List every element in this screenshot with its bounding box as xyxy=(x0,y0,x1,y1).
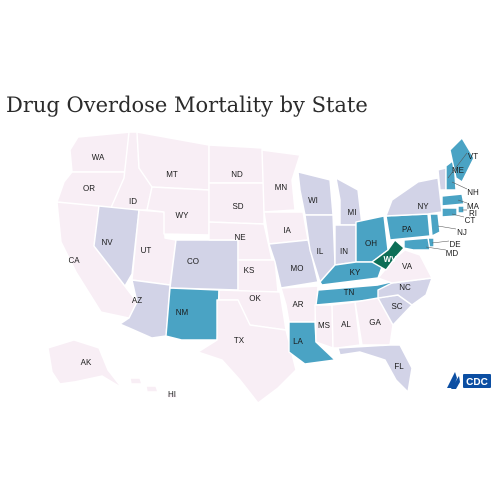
state-label-al: AL xyxy=(341,320,351,329)
leader-line-nj xyxy=(437,225,457,230)
state-label-nm: NM xyxy=(176,308,189,317)
state-nj[interactable] xyxy=(429,213,441,237)
state-label-id: ID xyxy=(129,197,137,206)
state-label-ms: MS xyxy=(318,321,330,330)
state-label-pa: PA xyxy=(402,225,413,234)
state-wi[interactable] xyxy=(297,171,334,216)
state-mo[interactable] xyxy=(268,239,319,289)
state-label-ca: CA xyxy=(68,256,80,265)
state-label-oh: OH xyxy=(365,239,377,248)
leader-line-de xyxy=(431,240,450,244)
state-mt[interactable] xyxy=(136,131,210,191)
state-in[interactable] xyxy=(334,224,357,266)
state-ri[interactable] xyxy=(457,205,465,214)
state-label-ia: IA xyxy=(283,226,291,235)
state-label-mt: MT xyxy=(166,170,178,179)
state-label-hi: HI xyxy=(168,390,176,399)
state-label-ri: RI xyxy=(469,209,477,218)
state-label-va: VA xyxy=(402,262,413,271)
state-label-tx: TX xyxy=(234,336,245,345)
state-wa[interactable] xyxy=(69,131,132,173)
state-mn[interactable] xyxy=(261,149,301,213)
state-label-vt: VT xyxy=(468,152,478,161)
state-label-mo: MO xyxy=(291,264,304,273)
state-label-md: MD xyxy=(446,249,459,258)
cdc-logo: CDC xyxy=(447,372,491,389)
state-label-ak: AK xyxy=(81,358,92,367)
state-label-in: IN xyxy=(340,247,348,256)
leader-line-md xyxy=(425,246,447,251)
state-label-mn: MN xyxy=(275,183,288,192)
state-label-co: CO xyxy=(187,257,199,266)
leader-line-ct xyxy=(451,213,465,218)
state-label-az: AZ xyxy=(132,296,142,305)
state-nv[interactable] xyxy=(93,205,140,287)
state-fl[interactable] xyxy=(337,344,413,393)
state-label-wv: WV xyxy=(384,255,398,264)
state-label-nc: NC xyxy=(399,283,411,292)
state-label-fl: FL xyxy=(394,362,404,371)
state-ct[interactable] xyxy=(441,207,458,218)
state-label-nj: NJ xyxy=(457,228,467,237)
state-co[interactable] xyxy=(169,239,239,291)
state-label-sc: SC xyxy=(391,302,402,311)
state-md[interactable] xyxy=(403,237,431,251)
state-label-de: DE xyxy=(449,240,460,249)
state-ak[interactable] xyxy=(47,339,123,389)
state-hi[interactable] xyxy=(129,377,179,399)
state-ny[interactable] xyxy=(385,177,443,217)
state-label-ky: KY xyxy=(350,268,361,277)
state-ga[interactable] xyxy=(354,297,394,346)
state-label-ok: OK xyxy=(249,294,261,303)
state-label-nv: NV xyxy=(101,238,113,247)
state-ma[interactable] xyxy=(441,193,465,207)
state-label-ma: MA xyxy=(467,202,480,211)
map-title: Drug Overdose Mortality by State xyxy=(6,93,368,117)
state-tx[interactable] xyxy=(197,299,297,404)
leader-line-nh xyxy=(451,181,468,190)
state-label-nh: NH xyxy=(467,188,479,197)
state-label-ct: CT xyxy=(465,216,476,225)
state-label-ar: AR xyxy=(292,300,303,309)
state-vt[interactable] xyxy=(437,167,447,191)
cdc-eagle-icon xyxy=(447,372,460,389)
cdc-logo-text: CDC xyxy=(466,377,488,388)
state-label-mi: MI xyxy=(348,208,357,217)
state-ks[interactable] xyxy=(237,259,279,293)
leader-line-ma xyxy=(457,199,468,204)
state-label-wy: WY xyxy=(176,211,190,220)
state-mi[interactable] xyxy=(335,177,363,226)
state-al[interactable] xyxy=(331,301,361,349)
state-label-ny: NY xyxy=(417,202,429,211)
state-label-ks: KS xyxy=(244,266,255,275)
state-label-la: LA xyxy=(293,337,303,346)
state-label-nd: ND xyxy=(231,170,243,179)
state-label-tn: TN xyxy=(344,288,355,297)
state-label-me: ME xyxy=(452,166,464,175)
state-label-ut: UT xyxy=(141,246,152,255)
state-nm[interactable] xyxy=(165,287,220,341)
state-label-ne: NE xyxy=(234,233,245,242)
state-label-sd: SD xyxy=(232,202,243,211)
state-label-wi: WI xyxy=(308,196,318,205)
state-label-il: IL xyxy=(317,247,324,256)
state-label-ga: GA xyxy=(369,318,381,327)
state-label-or: OR xyxy=(83,184,95,193)
state-label-wa: WA xyxy=(92,153,105,162)
leader-line-vt xyxy=(447,152,468,179)
